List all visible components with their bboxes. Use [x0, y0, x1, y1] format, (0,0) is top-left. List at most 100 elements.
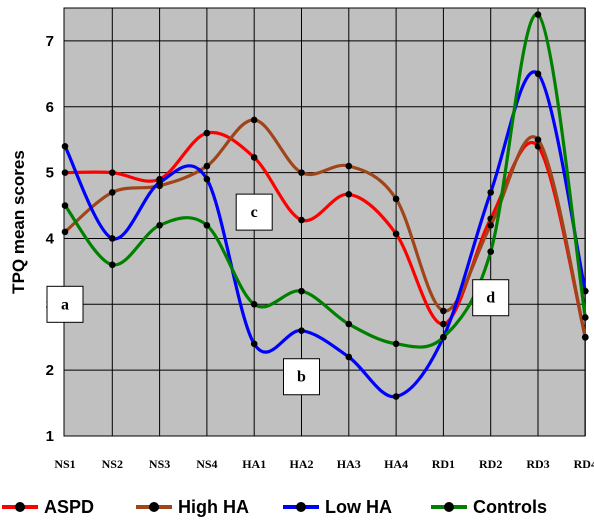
annotation-label: a — [61, 296, 69, 313]
legend-marker — [15, 502, 25, 512]
y-tick-label: 4 — [46, 230, 55, 247]
y-axis-ticks: 1234567 — [46, 33, 55, 445]
data-point — [61, 228, 69, 236]
y-tick-label: 5 — [46, 165, 54, 182]
data-point — [440, 307, 447, 315]
data-point — [61, 142, 69, 150]
data-point — [203, 129, 211, 137]
x-tick-label: HA1 — [242, 457, 266, 471]
data-point — [534, 11, 542, 18]
line-chart: 1234567 NS1NS2NS3NS4HA1HA2HA3HA4RD1RD2RD… — [9, 7, 594, 471]
legend-item-aspd: ASPD — [2, 494, 94, 520]
data-point — [345, 162, 353, 170]
data-point — [345, 353, 353, 361]
x-tick-label: RD3 — [526, 457, 549, 471]
x-tick-label: RD4 — [574, 457, 594, 471]
legend-marker — [296, 502, 306, 512]
data-point — [156, 179, 163, 186]
data-point — [203, 221, 211, 229]
legend-swatch — [136, 502, 172, 512]
annotation-label: d — [486, 290, 495, 307]
data-point — [392, 195, 400, 203]
x-tick-label: NS2 — [102, 457, 123, 471]
legend-item-low-ha: Low HA — [283, 494, 392, 520]
y-tick-label: 2 — [46, 362, 54, 379]
x-axis-ticks: NS1 NS2 NS3 NS4 HA1 HA2 HA3 HA4 RD1 RD2 RD3 RD4 — [54, 457, 594, 471]
series-controls — [61, 11, 589, 349]
data-point — [298, 216, 305, 224]
data-point — [109, 169, 116, 176]
data-point — [487, 248, 495, 255]
legend: ASPD High HA Low HA Controls — [0, 494, 594, 520]
x-tick-label: HA3 — [337, 457, 361, 471]
data-point — [345, 191, 353, 198]
data-point — [487, 189, 495, 196]
annotation-label: c — [251, 204, 258, 221]
data-point — [109, 235, 116, 242]
data-point — [487, 221, 495, 229]
plot-area — [63, 7, 586, 437]
data-point — [298, 169, 305, 176]
data-point — [298, 327, 305, 334]
annotation-d: d — [472, 279, 510, 317]
data-point — [392, 340, 400, 348]
legend-swatch — [283, 502, 319, 512]
data-point — [203, 162, 211, 170]
data-point — [440, 333, 447, 341]
data-point — [534, 136, 542, 143]
annotation-box — [472, 279, 510, 317]
annotation-label: b — [297, 369, 306, 386]
data-point — [345, 320, 353, 328]
series-line-high-ha — [63, 118, 587, 338]
legend-swatch — [2, 502, 38, 512]
data-point — [392, 230, 400, 238]
data-point — [582, 333, 589, 341]
legend-swatch — [431, 502, 467, 512]
data-point — [250, 301, 258, 308]
annotation-b: b — [283, 358, 320, 396]
gridlines — [64, 8, 586, 436]
x-tick-label: HA4 — [384, 457, 408, 471]
annotation-a: a — [46, 285, 84, 323]
legend-marker — [444, 502, 454, 512]
data-point — [250, 116, 258, 124]
annotation-box — [235, 193, 273, 231]
annotation-c: c — [235, 193, 273, 231]
data-point — [109, 189, 116, 196]
data-point — [156, 221, 163, 229]
series-high-ha — [61, 116, 589, 341]
data-point — [61, 169, 69, 176]
x-tick-label: RD1 — [432, 457, 455, 471]
data-point — [250, 340, 258, 348]
annotations: a b c d — [46, 193, 510, 396]
data-point — [582, 314, 589, 321]
data-point — [203, 175, 211, 183]
x-tick-label: NS1 — [54, 457, 75, 471]
x-tick-label: RD2 — [479, 457, 502, 471]
legend-label: Controls — [473, 496, 547, 517]
data-point — [250, 154, 258, 161]
annotation-box — [46, 285, 84, 323]
legend-label: High HA — [178, 496, 249, 517]
legend-item-high-ha: High HA — [136, 494, 249, 520]
legend-label: ASPD — [44, 496, 95, 517]
legend-label: Low HA — [325, 496, 392, 517]
y-tick-label: 7 — [46, 33, 54, 50]
data-point — [298, 287, 305, 295]
x-tick-label: NS3 — [149, 457, 170, 471]
data-point — [582, 287, 589, 295]
data-point — [440, 320, 447, 328]
data-point — [534, 70, 542, 78]
annotation-box — [283, 358, 320, 396]
x-tick-label: NS4 — [196, 457, 217, 471]
legend-marker — [149, 502, 159, 512]
data-point — [109, 261, 116, 269]
y-tick-label: 6 — [46, 99, 54, 116]
y-tick-label: 1 — [46, 428, 54, 445]
x-tick-label: HA2 — [290, 457, 314, 471]
data-point — [392, 393, 400, 400]
series-lines — [61, 11, 589, 400]
y-axis-label: TPQ mean scores — [9, 150, 28, 294]
legend-item-controls: Controls — [431, 494, 547, 520]
data-point — [61, 202, 69, 209]
